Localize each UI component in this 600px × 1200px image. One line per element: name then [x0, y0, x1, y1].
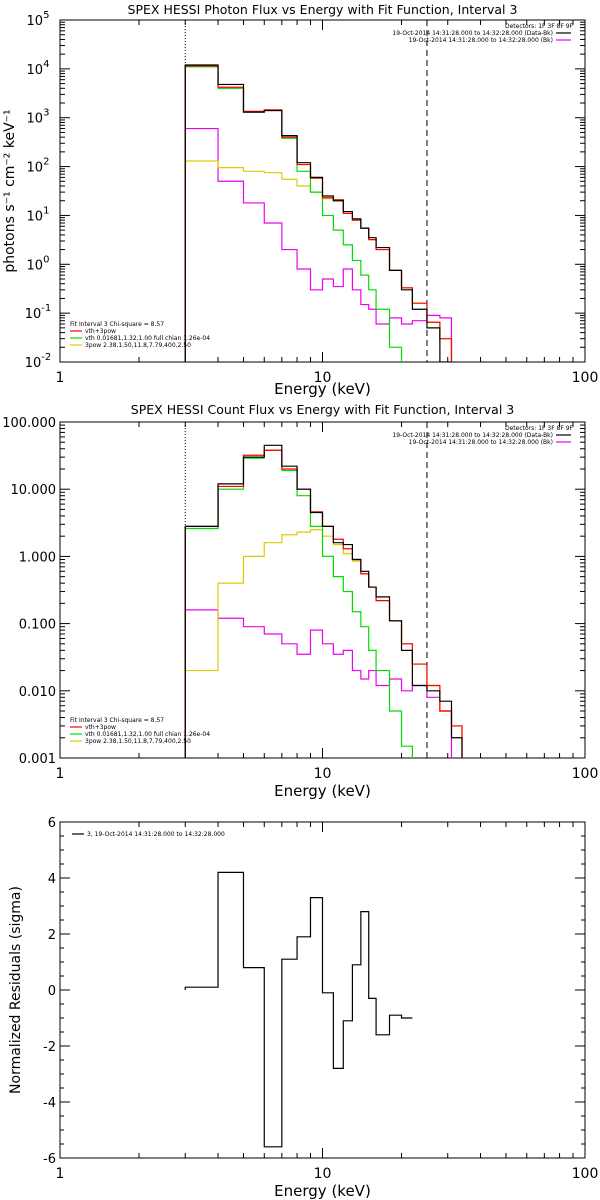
x-tick-label: 1 [56, 766, 65, 782]
y-tick-label: 2 [48, 928, 56, 943]
legend-header: Fit Interval 3 Chi-square = 8.57 [70, 717, 164, 724]
legend-entry: 3, 19-Oct-2014 14:31:28.000 to 14:32:28.… [87, 831, 225, 838]
series-0-line [184, 444, 463, 758]
series-4-line [184, 127, 453, 362]
y-tick-label: 101 [27, 205, 50, 224]
y-tick-label: 100.000 [2, 416, 56, 431]
y-tick-label: -2 [43, 1040, 56, 1055]
y-tick-label: 10-1 [25, 303, 52, 322]
legend-entry: vth 0.01681,1.32,1.00 full chian 1.26e-0… [85, 731, 210, 738]
series-3-line [184, 160, 453, 362]
y-tick-exponent: 2 [43, 157, 49, 168]
y-tick-label: 0.100 [19, 618, 56, 633]
y-tick-label: -6 [43, 1152, 56, 1167]
series-1-line [184, 65, 453, 362]
y-tick-label: 1.000 [19, 550, 56, 565]
y-tick-exponent: -1 [41, 303, 51, 314]
y-tick-label: 4 [48, 872, 56, 887]
y-tick-label: 10.000 [11, 483, 57, 498]
legend-entry: 19-Oct-2014 14:31:28.000 to 14:32:28.000… [409, 439, 553, 446]
series-group [184, 871, 413, 1148]
chart-panel-2: 1 10 100 0.001 0.010 0.100 1.000 10.000 100.000 S… [2, 402, 598, 800]
legend-entry: vth+3pow [85, 328, 116, 335]
x-tick-label: 1 [56, 1166, 65, 1182]
y-tick-exponent: 1 [43, 205, 49, 216]
x-axis-label: Energy (keV) [274, 380, 371, 398]
y-axis-label: Normalized Residuals (sigma) [8, 886, 24, 1094]
legend-header: Detectors: 1F 3F 8F 9F [505, 23, 574, 30]
chart-title: SPEX HESSI Count Flux vs Energy with Fit… [131, 402, 514, 417]
y-tick-label: 0 [48, 984, 56, 999]
x-tick-label: 10 [314, 1166, 332, 1182]
y-tick-label: 100 [27, 254, 50, 273]
series-0-line [184, 64, 452, 362]
y-tick-label: 6 [48, 816, 56, 831]
y-tick-label: 0.001 [19, 752, 56, 767]
y-tick-exponent: 4 [43, 59, 49, 70]
legend-entry: 3pow 2.38,1.50,11.8,7.79,400,2.50 [85, 738, 191, 745]
y-tick-label: 102 [27, 157, 50, 176]
x-tick-label: 100 [572, 1166, 599, 1182]
y-tick-label: 103 [27, 108, 50, 127]
x-tick-label: 100 [572, 766, 599, 782]
x-tick-label: 10 [314, 766, 332, 782]
legend-entry: vth 0.01681,1.32,1.00 full chian 1.26e-0… [85, 335, 210, 342]
y-tick-exponent: -2 [41, 352, 51, 363]
x-tick-label: 100 [572, 370, 599, 386]
series-2-line [184, 449, 413, 758]
chart-title: SPEX HESSI Photon Flux vs Energy with Fi… [128, 2, 518, 17]
legend-entry: 19-Oct-2014 14:31:28.000 to 14:32:28.000… [392, 30, 553, 37]
legend-entry: 19-Oct-2014 14:31:28.000 to 14:32:28.000… [409, 37, 553, 44]
x-tick-label: 10 [314, 370, 332, 386]
legend-entry: 3pow 2.38,1.50,11.8,7.79,400,2.50 [85, 342, 191, 349]
legend-entry: 19-Oct-2014 14:31:28.000 to 14:32:28.000… [392, 432, 553, 439]
x-axis-label: Energy (keV) [274, 782, 371, 800]
legend-entry: vth+3pow [85, 724, 116, 731]
legend-fit: Fit Interval 3 Chi-square = 8.57vth+3pow… [70, 717, 210, 745]
legend-fit: 3, 19-Oct-2014 14:31:28.000 to 14:32:28.… [72, 831, 225, 838]
plot-frame [59, 421, 586, 759]
y-tick-exponent: 5 [43, 10, 49, 21]
series-1-line [184, 449, 463, 758]
y-tick-exponent: 0 [43, 254, 49, 265]
legend-fit: Fit Interval 3 Chi-square = 8.57vth+3pow… [70, 321, 210, 349]
y-axis-label: photons s⁻¹ cm⁻² keV⁻¹ [2, 109, 18, 272]
y-tick-label: 105 [27, 10, 50, 29]
legend-header: Detectors: 1F 3F 8F 9F [505, 425, 574, 432]
x-tick-label: 1 [56, 370, 65, 386]
series-2-line [184, 66, 403, 362]
series-group [184, 64, 453, 362]
series-group [184, 444, 463, 758]
series-4-line [184, 609, 453, 758]
x-axis-label: Energy (keV) [274, 1182, 371, 1200]
y-tick-label: 0.010 [19, 685, 56, 700]
y-tick-label: 10-2 [25, 352, 52, 371]
chart-panel-3: 1 10 100 -6 -4 -2 0 2 4 6 Energy (keV) Normalized R… [8, 816, 598, 1200]
y-tick-label: -4 [43, 1096, 56, 1111]
y-tick-exponent: 3 [43, 108, 49, 119]
y-tick-label: 104 [27, 59, 50, 78]
series-0-line [184, 871, 413, 1148]
legend-header: Fit Interval 3 Chi-square = 8.57 [70, 321, 164, 328]
